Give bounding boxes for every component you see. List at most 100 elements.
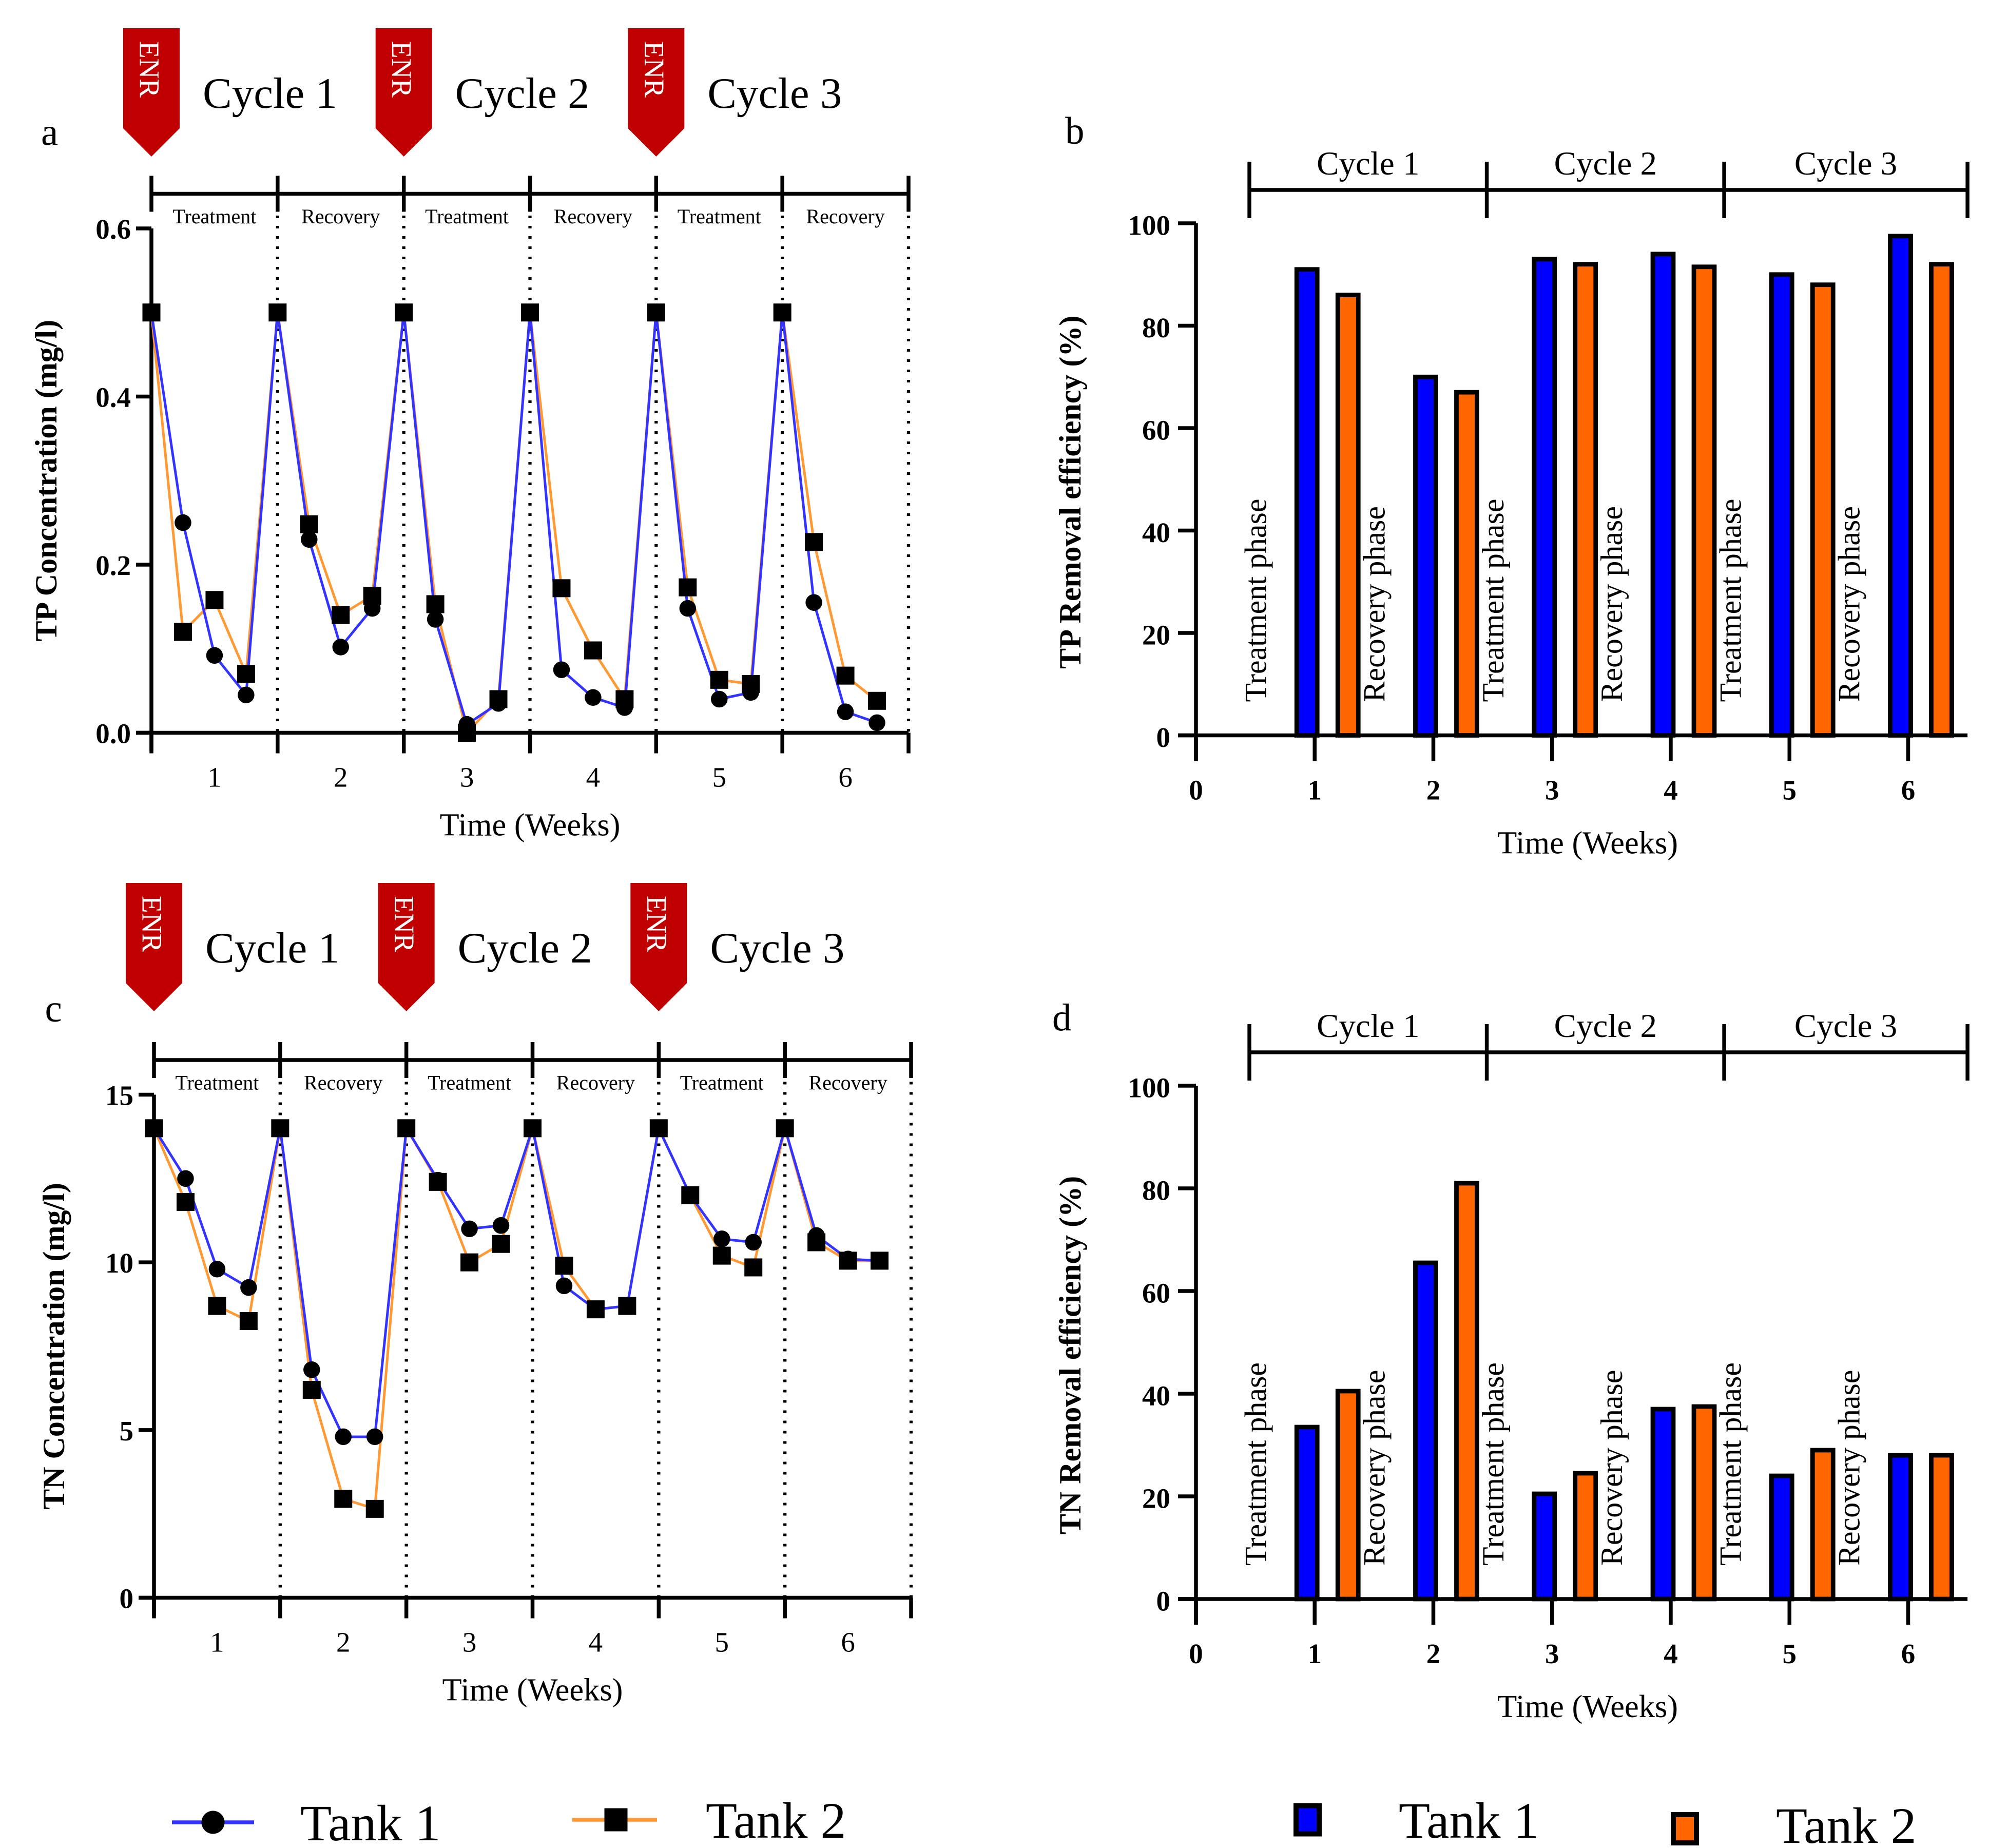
legend-line-charts: Tank 1 Tank 2 [172,1792,846,1848]
phase-label: Recovery phase [1595,506,1629,702]
phase-label: Treatment [175,1071,259,1094]
x-tick-label: 2 [334,762,348,793]
data-point-tank1 [682,1187,699,1204]
enr-flag-icon [630,883,687,1011]
bar-tank2 [1929,1453,1954,1602]
bar-tank1 [1888,1453,1913,1602]
phase-label: Treatment [428,1071,511,1094]
bar-tank2 [1810,282,1836,738]
data-point-tank1 [745,1234,762,1251]
data-point-tank2 [805,533,823,551]
data-point-tank1 [301,531,318,548]
cycle-label: Cycle 3 [1794,145,1897,182]
data-point-tank1 [522,304,538,321]
data-point-tank2 [302,1380,321,1399]
data-point-tank2 [712,1246,731,1265]
bar-tank2 [1691,1404,1717,1602]
cycle-label: Cycle 2 [1554,1008,1657,1045]
x-tick-label: 6 [1901,1638,1916,1669]
cycle-label: Cycle 3 [1794,1008,1897,1045]
x-tick-label: 3 [1545,775,1559,806]
data-point-tank1 [587,1301,604,1318]
y-tick-label: 60 [1142,415,1170,446]
y-tick-label: 0.4 [95,382,131,413]
y-axis-title: TP Concentration (mg/l) [29,320,63,642]
data-point-tank1 [805,594,822,611]
x-axis-title: Time (Weeks) [1497,1688,1678,1724]
legend-tank2-bar-icon [1671,1812,1699,1845]
y-tick-label: 0.2 [95,550,131,581]
data-point-tank1 [240,1279,257,1296]
x-tick-label: 1 [1308,1638,1322,1669]
y-tick-label: 40 [1142,1380,1170,1412]
phase-label: Treatment phase [1239,1362,1272,1566]
data-point-tank2 [744,1258,763,1277]
enr-label: ENR [137,896,168,952]
x-tick-label: 2 [1426,1638,1441,1669]
bar-tank1 [1650,252,1676,738]
data-point-tank1 [398,1120,415,1137]
enr-flag-icon [123,28,180,157]
data-point-tank1 [868,714,885,732]
data-point-tank2 [460,1253,479,1272]
panel-d-tn-removal: d Cycle 1 Cycle 2 Cycle 3 0 20 40 60 80 100 0 1 2 3 4 5… [1052,997,1969,1724]
phase-label: Recovery [304,1071,382,1094]
legend-bar-tank2-label: Tank 2 [1776,1797,1917,1848]
y-tick-label: 0 [120,1583,134,1614]
legend-tank1-label: Tank 1 [300,1795,441,1848]
bar-tank2 [1454,390,1479,738]
data-point-tank2 [332,606,350,624]
enr-label: ENR [641,896,672,952]
x-tick-label: 5 [1783,1638,1797,1669]
data-point-tank2 [836,666,855,685]
data-point-tank1 [206,647,223,664]
data-point-tank2 [239,1312,258,1330]
data-point-tank2 [173,623,192,641]
data-point-tank1 [238,686,255,704]
x-tick-label: 4 [589,1627,603,1658]
data-point-tank1 [429,1171,447,1189]
data-point-tank1 [145,1120,163,1137]
y-tick-label: 15 [105,1080,133,1111]
data-point-tank1 [648,304,665,321]
phase-label: Recovery phase [1358,506,1392,702]
x-axis-title: Time (Weeks) [440,807,621,843]
panel-c-tn-concentration: c ENR Cycle 1 ENR Cycle 2 ENR Cycle 3 Treatment… [37,883,913,1708]
phase-label: Recovery [301,205,380,228]
data-point-tank2 [868,691,886,710]
x-tick-label: 4 [1664,1638,1678,1669]
bar-tank2 [1573,1471,1598,1602]
legend-tank2-square-icon [604,1808,628,1832]
x-tick-label: 0 [1189,1638,1203,1669]
data-point-tank1 [553,661,570,678]
data-point-tank2 [679,578,697,596]
data-point-tank1 [524,1120,541,1137]
bar-tank2 [1573,262,1598,738]
enr-flag-icon [628,28,685,157]
data-point-tank1 [679,600,697,617]
enr-flag-icon [375,28,432,157]
y-tick-label: 0.6 [95,214,131,245]
data-point-tank1 [335,1428,352,1446]
x-tick-label: 4 [586,762,601,793]
bar-tank2 [1929,262,1954,738]
data-point-tank2 [205,591,224,609]
phase-label: Recovery [556,1071,635,1094]
x-tick-label: 5 [1783,775,1797,806]
bar-tank2 [1691,264,1717,738]
y-tick-label: 100 [1128,210,1171,241]
data-point-tank1 [713,1230,730,1247]
data-point-tank1 [461,1220,478,1238]
panel-a-tp-concentration: a ENR Cycle 1 ENR Cycle 2 ENR Cycle 3 Treatment… [29,28,911,843]
phase-label: Treatment phase [1713,498,1747,702]
x-tick-label: 6 [1901,775,1916,806]
phase-label: Treatment [172,205,256,228]
data-point-tank2 [492,1235,510,1253]
data-point-tank1 [177,1170,194,1187]
data-point-tank1 [555,1277,573,1295]
data-point-tank1 [458,716,475,733]
data-point-tank2 [365,1499,384,1518]
bar-tank1 [1532,1491,1557,1602]
x-tick-label: 5 [712,762,727,793]
